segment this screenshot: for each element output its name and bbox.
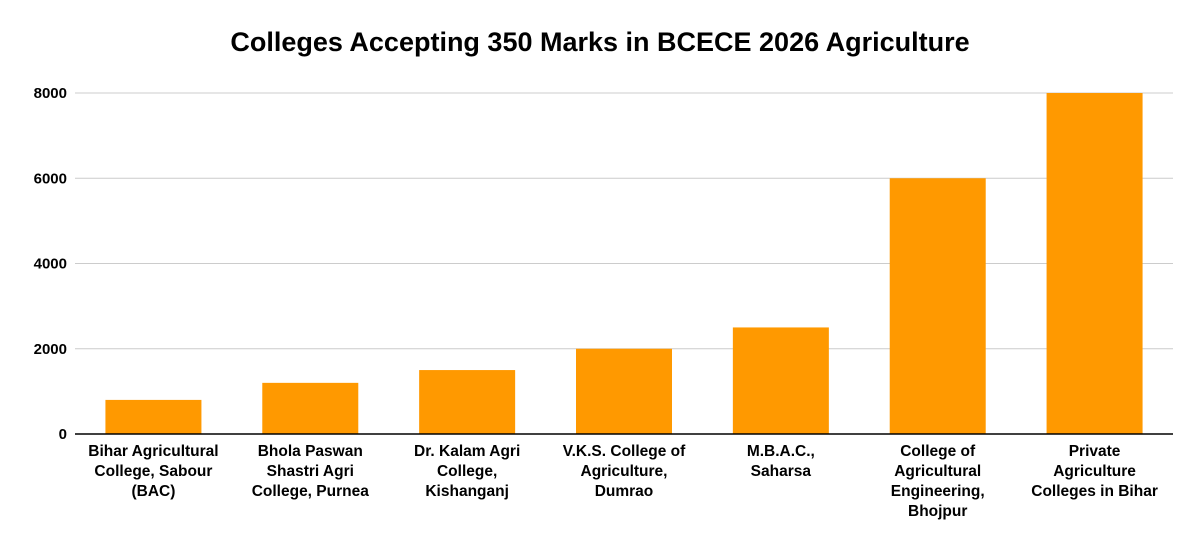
- bar: [419, 370, 516, 434]
- x-tick-label: College of Agricultural Engineering, Bho…: [890, 443, 985, 520]
- x-tick-label: Bihar Agricultural College, Sabour (BAC): [88, 443, 219, 500]
- chart-title: Colleges Accepting 350 Marks in BCECE 20…: [230, 27, 970, 57]
- y-tick-label: 0: [59, 426, 67, 443]
- x-tick-label: Bhola Paswan Shastri Agri College, Purne…: [251, 443, 369, 500]
- y-tick-label: 4000: [34, 256, 67, 273]
- x-tick-label: V.K.S. College of Agriculture, Dumrao: [562, 443, 686, 500]
- y-tick-label: 8000: [34, 85, 67, 102]
- x-tick-label: Dr. Kalam Agri College, Kishanganj: [414, 443, 521, 500]
- x-tick-label: M.B.A.C., Saharsa: [746, 443, 815, 480]
- x-tick-label: Private Agriculture Colleges in Bihar: [1031, 443, 1158, 500]
- bar: [576, 348, 672, 434]
- bar: [889, 178, 986, 434]
- bar: [105, 399, 202, 434]
- bar: [1046, 93, 1143, 434]
- bar: [732, 327, 829, 434]
- bar: [262, 382, 359, 434]
- y-tick-label: 6000: [34, 170, 67, 187]
- y-tick-label: 2000: [34, 341, 67, 358]
